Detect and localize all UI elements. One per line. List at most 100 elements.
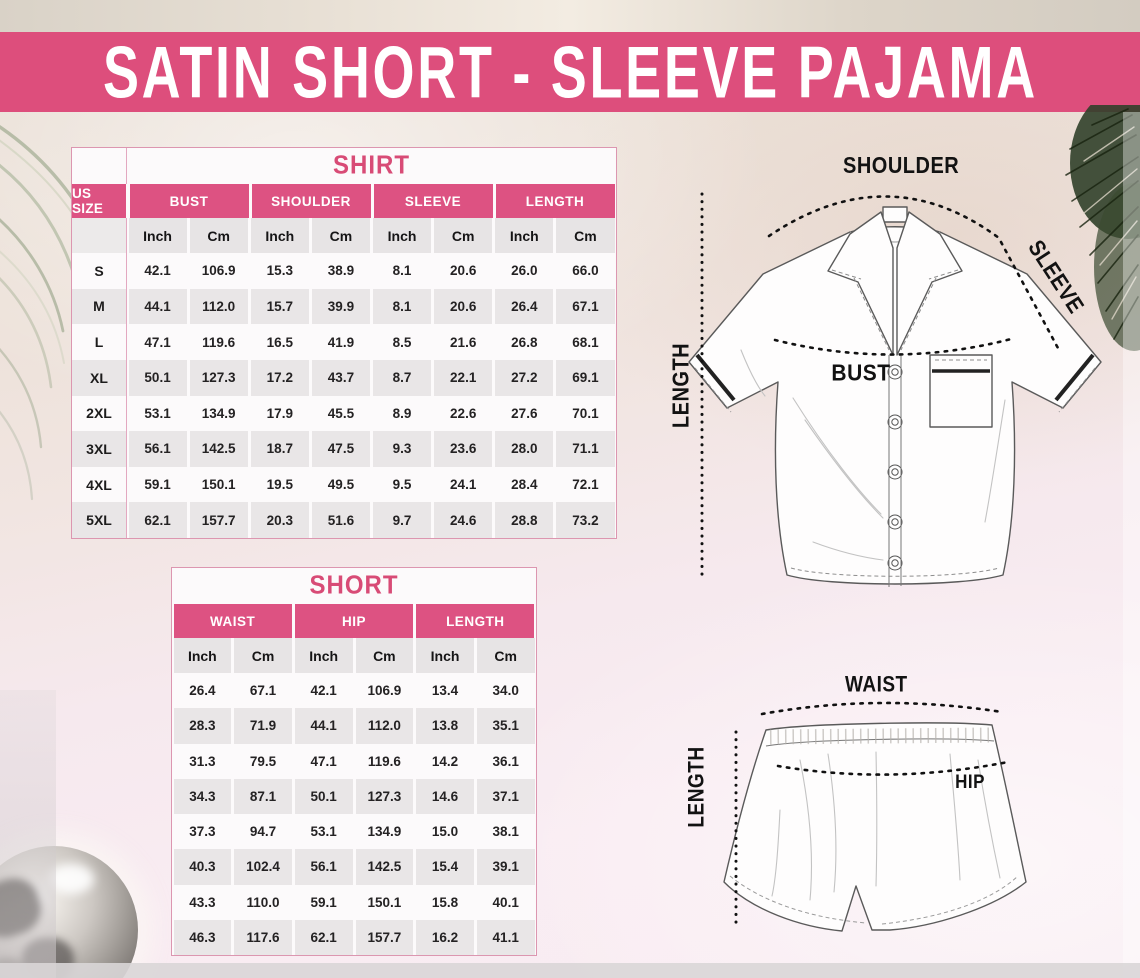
shirt-title-spacer bbox=[72, 148, 127, 184]
value-cell: 45.5 bbox=[327, 405, 355, 421]
value-cell: 59.1 bbox=[310, 894, 337, 910]
table-row: M 44.1 112.0 15.7 39.9 8.1 20.6 26.4 67.1 bbox=[72, 288, 616, 325]
value-cell: 24.1 bbox=[450, 477, 477, 493]
value-cell: 26.8 bbox=[511, 334, 538, 350]
value-cell: 106.9 bbox=[201, 263, 236, 279]
value-cell: 15.4 bbox=[416, 849, 474, 885]
value-cell: 79.5 bbox=[249, 753, 277, 769]
value-cell: 62.1 bbox=[294, 919, 353, 955]
value-cell: 31.3 bbox=[189, 753, 216, 769]
size-cell: S bbox=[72, 253, 127, 289]
value-cell: 157.7 bbox=[189, 502, 248, 538]
value-cell: 14.2 bbox=[431, 753, 459, 769]
value-cell: 127.3 bbox=[355, 778, 414, 814]
value-cell: 36.1 bbox=[492, 753, 519, 769]
value-cell: 9.3 bbox=[373, 431, 432, 467]
value-cell: 19.5 bbox=[266, 477, 293, 493]
value-cell: 38.1 bbox=[492, 824, 519, 840]
table-row: 26.4 67.1 42.1 106.9 13.4 34.0 bbox=[172, 673, 536, 708]
size-cell: M bbox=[72, 288, 127, 325]
value-cell: 49.5 bbox=[327, 477, 355, 493]
table-row: 34.3 87.1 50.1 127.3 14.6 37.1 bbox=[172, 778, 536, 814]
value-cell: 20.6 bbox=[450, 263, 477, 279]
value-cell: 22.6 bbox=[450, 405, 477, 421]
shirt-group-header: SHOULDER bbox=[251, 184, 371, 218]
table-row: 46.3 117.6 62.1 157.7 16.2 41.1 bbox=[172, 919, 536, 955]
value-cell: 15.7 bbox=[250, 288, 309, 325]
value-cell: 112.0 bbox=[189, 288, 248, 325]
top-background-strip bbox=[0, 0, 1140, 32]
value-cell: 94.7 bbox=[249, 824, 277, 840]
value-cell: 16.5 bbox=[266, 334, 293, 350]
poster-title: SATIN SHORT - SLEEVE PAJAMA bbox=[102, 31, 1038, 113]
value-cell: 39.9 bbox=[311, 288, 370, 325]
size-cell: XL bbox=[72, 359, 127, 396]
value-cell: 20.6 bbox=[434, 288, 493, 325]
value-cell: 28.8 bbox=[495, 502, 554, 538]
value-cell: 24.6 bbox=[434, 502, 493, 538]
value-cell: 46.3 bbox=[173, 919, 232, 955]
value-cell: 27.6 bbox=[511, 405, 538, 421]
left-edge-shade bbox=[0, 690, 56, 978]
size-cell: L bbox=[72, 324, 127, 360]
table-row: 43.3 110.0 59.1 150.1 15.8 40.1 bbox=[172, 885, 536, 920]
value-cell: 67.1 bbox=[249, 683, 277, 699]
shirt-group-header: LENGTH bbox=[495, 184, 615, 218]
bust-label: BUST bbox=[831, 360, 891, 387]
value-cell: 28.3 bbox=[173, 708, 232, 744]
value-cell: 26.0 bbox=[511, 263, 538, 279]
sleeve-label: SLEEVE bbox=[1022, 235, 1089, 319]
value-cell: 134.9 bbox=[201, 405, 236, 421]
short-group-header-row: WAIST HIP LENGTH bbox=[172, 604, 536, 638]
value-cell: 110.0 bbox=[246, 894, 280, 910]
value-cell: 41.9 bbox=[327, 334, 355, 350]
value-cell: 56.1 bbox=[294, 849, 353, 885]
value-cell: 17.2 bbox=[250, 359, 309, 396]
value-cell: 73.2 bbox=[556, 502, 615, 538]
table-row: XL 50.1 127.3 17.2 43.7 8.7 22.1 27.2 69.1 bbox=[72, 359, 616, 396]
shirt-unit-header: Inch bbox=[373, 218, 432, 253]
value-cell: 71.1 bbox=[556, 431, 615, 467]
value-cell: 40.1 bbox=[492, 894, 519, 910]
bottom-background-strip bbox=[0, 963, 1140, 978]
short-unit-header: Inch bbox=[294, 638, 353, 673]
value-cell: 43.3 bbox=[189, 894, 216, 910]
short-table-body: 26.4 67.1 42.1 106.9 13.4 34.0 28.3 71.9 44.1 112… bbox=[172, 673, 536, 955]
value-cell: 56.1 bbox=[128, 431, 187, 467]
short-size-table: SHORT WAIST HIP LENGTH Inch Cm Inch Cm Inch Cm … bbox=[171, 567, 537, 956]
value-cell: 13.8 bbox=[416, 708, 474, 744]
value-cell: 66.0 bbox=[572, 263, 599, 279]
size-cell: 2XL bbox=[72, 395, 127, 432]
pajama-shorts-illustration bbox=[723, 701, 1027, 932]
value-cell: 8.1 bbox=[373, 288, 432, 325]
shirt-unit-header: Inch bbox=[128, 218, 187, 253]
table-row: 40.3 102.4 56.1 142.5 15.4 39.1 bbox=[172, 849, 536, 885]
value-cell: 70.1 bbox=[572, 405, 599, 421]
value-cell: 42.1 bbox=[144, 263, 171, 279]
table-row: 31.3 79.5 47.1 119.6 14.2 36.1 bbox=[172, 744, 536, 779]
shirt-unit-header: Inch bbox=[250, 218, 309, 253]
value-cell: 67.1 bbox=[556, 288, 615, 325]
table-row: L 47.1 119.6 16.5 41.9 8.5 21.6 26.8 68.1 bbox=[72, 324, 616, 360]
size-cell: 5XL bbox=[72, 502, 127, 538]
short-group-header: WAIST bbox=[173, 604, 292, 638]
value-cell: 20.3 bbox=[250, 502, 309, 538]
short-table-title-row: SHORT bbox=[172, 568, 536, 604]
size-cell: 4XL bbox=[72, 466, 127, 503]
value-cell: 8.7 bbox=[373, 359, 432, 396]
short-unit-header: Inch bbox=[173, 638, 232, 673]
value-cell: 15.8 bbox=[431, 894, 459, 910]
value-cell: 71.9 bbox=[234, 708, 292, 744]
value-cell: 68.1 bbox=[572, 334, 599, 350]
value-cell: 35.1 bbox=[476, 708, 535, 744]
value-cell: 112.0 bbox=[355, 708, 414, 744]
value-cell: 150.1 bbox=[201, 477, 236, 493]
table-row: 2XL 53.1 134.9 17.9 45.5 8.9 22.6 27.6 70.1 bbox=[72, 395, 616, 432]
shirt-unit-spacer bbox=[72, 218, 127, 253]
value-cell: 15.3 bbox=[266, 263, 293, 279]
value-cell: 43.7 bbox=[311, 359, 370, 396]
shirt-unit-header: Cm bbox=[434, 218, 493, 253]
table-row: 28.3 71.9 44.1 112.0 13.8 35.1 bbox=[172, 708, 536, 744]
shirt-group-header-row: US SIZE BUST SHOULDER SLEEVE LENGTH bbox=[72, 184, 616, 218]
shirt-unit-header: Cm bbox=[556, 218, 615, 253]
